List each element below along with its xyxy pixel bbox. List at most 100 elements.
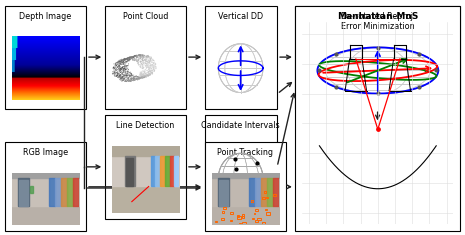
Point [147,61,155,64]
Point [136,76,144,80]
Point [113,73,120,77]
Point [117,67,124,70]
Point [142,64,150,68]
Point [117,63,125,67]
Point [111,73,118,77]
Point [137,63,145,67]
Point [125,78,133,81]
Point [137,72,144,76]
Point [141,68,149,72]
Point [131,77,139,80]
Point [119,74,126,78]
Point [130,78,138,82]
Point [122,73,130,77]
Point [118,79,126,83]
Point [121,58,129,61]
Point [116,76,123,79]
Point [152,65,159,69]
Point [117,68,125,71]
Point [121,64,128,68]
Point [139,67,146,70]
Text: Manhattan-MnS: Manhattan-MnS [337,12,418,21]
Point [119,66,126,69]
Point [151,68,159,72]
Point [140,55,147,59]
Point [126,75,134,79]
Point [139,75,146,78]
Point [138,56,146,59]
Point [137,57,144,61]
Point [130,77,137,81]
Point [122,74,130,77]
Point [136,58,143,62]
Point [135,63,142,67]
Point [137,72,144,76]
Point [117,70,124,74]
Point [143,65,151,69]
Point [120,62,127,66]
Point [114,70,121,74]
Point [131,54,139,58]
Point [133,77,140,81]
Point [138,73,145,76]
Point [121,76,129,80]
Point [121,67,129,71]
Point [146,64,153,68]
Point [124,77,132,81]
Point [140,72,148,76]
Point [111,66,118,70]
Point [122,79,129,83]
Point [133,55,140,59]
Point [114,62,122,66]
Point [120,69,127,73]
Point [118,70,125,74]
Point [126,56,134,60]
Point [130,55,137,59]
Point [116,77,124,81]
Point [150,67,157,71]
Point [131,78,139,82]
Bar [242,214,245,216]
Point [140,55,147,59]
Bar [151,156,155,187]
Point [133,74,140,78]
Point [142,74,150,78]
Point [116,78,124,81]
Point [142,68,149,71]
Point [130,79,138,82]
Point [146,63,154,67]
Point [134,78,141,82]
Point [121,58,128,62]
Point [127,55,135,59]
Point [130,76,138,80]
Point [116,74,123,78]
Point [114,72,122,76]
Bar [174,156,179,187]
Point [110,66,118,70]
Point [135,54,142,57]
Point [115,68,123,72]
Point [120,75,128,79]
Bar [165,156,170,187]
Point [119,76,126,79]
Point [127,56,135,60]
Point [120,56,128,60]
Point [140,74,148,78]
Point [126,55,133,59]
Point [122,68,129,71]
Point [140,73,147,77]
Point [145,73,152,77]
Point [131,54,138,58]
Point [140,75,147,78]
Point [132,78,139,82]
Point [131,58,138,62]
Point [124,78,131,82]
Point [126,56,134,60]
Point [137,53,145,57]
Point [137,65,144,69]
Point [119,72,126,76]
Point [145,55,152,59]
FancyBboxPatch shape [5,142,86,231]
Point [130,78,137,82]
Point [133,76,141,80]
